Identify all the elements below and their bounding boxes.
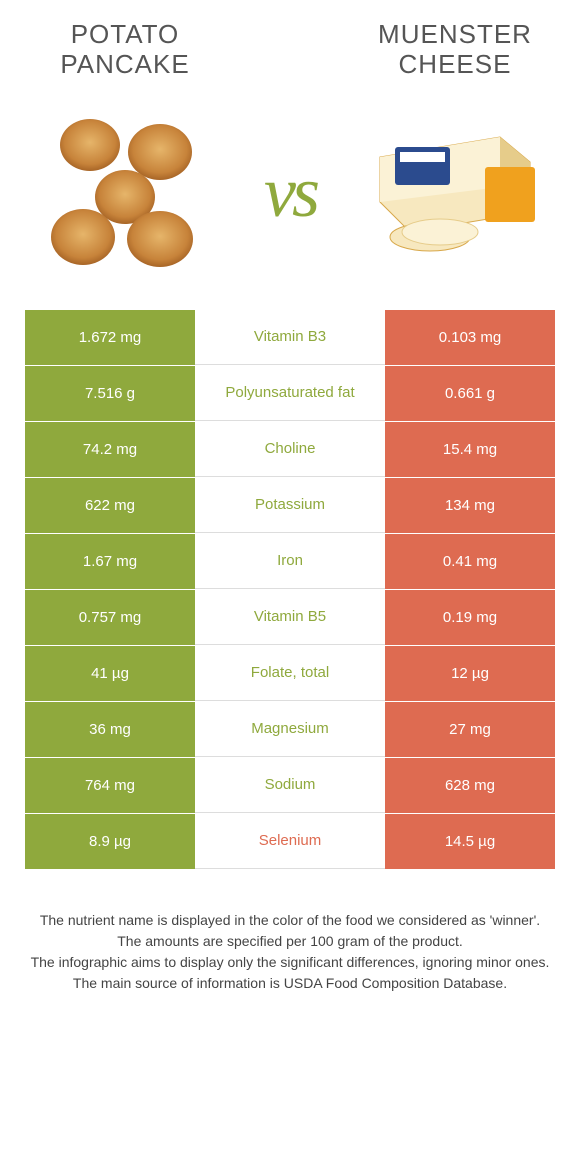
right-value: 628 mg xyxy=(385,758,555,813)
left-value: 0.757 mg xyxy=(25,590,195,645)
nutrient-name: Iron xyxy=(195,534,385,589)
potato-pancake-icon xyxy=(35,107,215,277)
left-food-image xyxy=(30,102,220,282)
footer-line: The main source of information is USDA F… xyxy=(30,973,550,994)
left-value: 1.67 mg xyxy=(25,534,195,589)
muenster-cheese-icon xyxy=(360,122,550,262)
footer-line: The infographic aims to display only the… xyxy=(30,952,550,973)
table-row: 36 mgMagnesium27 mg xyxy=(25,702,555,758)
left-value: 36 mg xyxy=(25,702,195,757)
right-value: 0.661 g xyxy=(385,366,555,421)
nutrient-name: Polyunsaturated fat xyxy=(195,366,385,421)
left-value: 622 mg xyxy=(25,478,195,533)
right-title-block: MUENSTER CHEESE xyxy=(360,20,550,80)
nutrient-name: Selenium xyxy=(195,814,385,869)
nutrient-name: Vitamin B5 xyxy=(195,590,385,645)
right-value: 14.5 µg xyxy=(385,814,555,869)
nutrient-name: Vitamin B3 xyxy=(195,310,385,365)
left-value: 7.516 g xyxy=(25,366,195,421)
table-row: 74.2 mgCholine15.4 mg xyxy=(25,422,555,478)
left-food-title: POTATO PANCAKE xyxy=(30,20,220,80)
table-row: 41 µgFolate, total12 µg xyxy=(25,646,555,702)
left-value: 74.2 mg xyxy=(25,422,195,477)
table-row: 7.516 gPolyunsaturated fat0.661 g xyxy=(25,366,555,422)
left-title-block: POTATO PANCAKE xyxy=(30,20,220,80)
left-value: 1.672 mg xyxy=(25,310,195,365)
nutrient-table: 1.672 mgVitamin B30.103 mg7.516 gPolyuns… xyxy=(25,310,555,870)
right-food-title: MUENSTER CHEESE xyxy=(360,20,550,80)
right-value: 0.19 mg xyxy=(385,590,555,645)
right-value: 0.41 mg xyxy=(385,534,555,589)
nutrient-name: Choline xyxy=(195,422,385,477)
right-value: 134 mg xyxy=(385,478,555,533)
table-row: 764 mgSodium628 mg xyxy=(25,758,555,814)
table-row: 1.672 mgVitamin B30.103 mg xyxy=(25,310,555,366)
right-value: 15.4 mg xyxy=(385,422,555,477)
footer-line: The nutrient name is displayed in the co… xyxy=(30,910,550,931)
right-value: 0.103 mg xyxy=(385,310,555,365)
vs-label: vs xyxy=(264,151,316,234)
left-value: 41 µg xyxy=(25,646,195,701)
nutrient-name: Magnesium xyxy=(195,702,385,757)
nutrient-name: Folate, total xyxy=(195,646,385,701)
nutrient-name: Potassium xyxy=(195,478,385,533)
table-row: 1.67 mgIron0.41 mg xyxy=(25,534,555,590)
left-value: 8.9 µg xyxy=(25,814,195,869)
table-row: 8.9 µgSelenium14.5 µg xyxy=(25,814,555,870)
table-row: 622 mgPotassium134 mg xyxy=(25,478,555,534)
header: POTATO PANCAKE MUENSTER CHEESE xyxy=(0,0,580,90)
right-value: 12 µg xyxy=(385,646,555,701)
footer-notes: The nutrient name is displayed in the co… xyxy=(30,910,550,994)
footer-line: The amounts are specified per 100 gram o… xyxy=(30,931,550,952)
images-row: vs xyxy=(0,90,580,310)
table-row: 0.757 mgVitamin B50.19 mg xyxy=(25,590,555,646)
left-value: 764 mg xyxy=(25,758,195,813)
right-food-image xyxy=(360,102,550,282)
nutrient-name: Sodium xyxy=(195,758,385,813)
right-value: 27 mg xyxy=(385,702,555,757)
